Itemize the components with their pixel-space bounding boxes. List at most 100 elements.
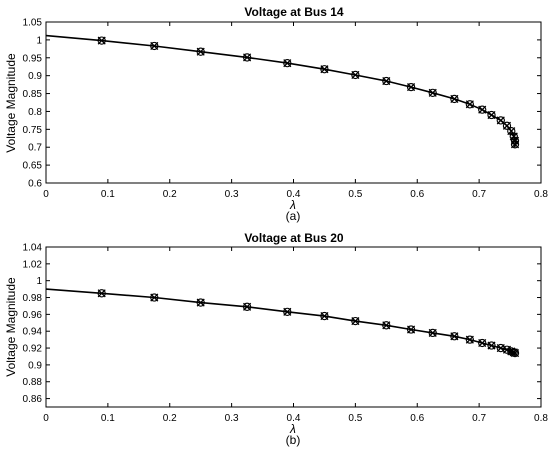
circle-marker <box>242 302 252 311</box>
x-marker <box>407 83 416 92</box>
x-marker <box>450 94 459 103</box>
circle-marker <box>465 100 474 109</box>
circle-marker <box>487 110 496 120</box>
x-axis: 0 0.1 0.2 0.3 0.4 0.5 0.6 0.7 0.8 <box>43 247 548 424</box>
y-tick-label: 1.05 <box>23 18 43 29</box>
circle-marker <box>502 121 512 130</box>
x-marker <box>487 341 496 350</box>
x-marker <box>351 70 360 80</box>
x-marker <box>150 41 159 51</box>
x-tick-label: 0.5 <box>348 413 362 424</box>
series-line <box>45 288 517 355</box>
circle-marker <box>465 335 474 344</box>
circle-marker <box>351 316 360 326</box>
x-marker <box>97 289 106 298</box>
y-axis-label: Voltage Magnitude <box>4 53 18 153</box>
x-marker <box>478 338 487 348</box>
y-tick-label: 0.88 <box>23 377 43 388</box>
circle-marker <box>97 289 106 298</box>
x-axis: 0 0.1 0.2 0.3 0.4 0.5 0.6 0.7 0.8 <box>43 22 548 200</box>
x-axis-label: λ <box>289 198 296 212</box>
x-tick-label: 0.4 <box>287 413 301 424</box>
panel-caption: (b) <box>286 433 301 447</box>
x-marker <box>407 325 416 334</box>
x-marker <box>428 328 437 337</box>
y-tick-label: 1 <box>36 35 42 46</box>
y-axis: 0.86 0.88 0.9 0.92 0.94 0.96 0.98 1 1.02 1.04 <box>23 243 541 405</box>
circle-marker <box>150 293 159 302</box>
x-marker <box>502 345 512 354</box>
y-tick-label: 0.9 <box>28 360 42 371</box>
x-marker <box>478 105 487 114</box>
y-tick-label: 1.02 <box>23 259 43 270</box>
x-marker <box>97 36 106 45</box>
circle-marker <box>320 65 329 74</box>
x-tick-label: 0.7 <box>472 189 486 200</box>
circle-marker <box>406 82 416 92</box>
x-marker <box>382 76 391 86</box>
circle-marker <box>428 88 437 97</box>
x-tick-label: 0.1 <box>101 413 115 424</box>
x-marker <box>196 47 205 56</box>
x-marker <box>465 335 474 344</box>
x-axis-label: λ <box>289 422 296 436</box>
x-marker <box>382 321 391 330</box>
circle-marker <box>450 332 459 341</box>
y-tick-label: 0.7 <box>28 143 42 154</box>
y-tick-label: 0.75 <box>23 125 43 136</box>
y-tick-label: 0.96 <box>23 310 43 321</box>
circle-marker <box>196 47 205 56</box>
y-tick-label: 0.8 <box>28 107 42 118</box>
x-marker <box>320 65 329 74</box>
y-tick-label: 0.95 <box>23 53 43 64</box>
circle-marker <box>382 321 391 330</box>
x-marker <box>510 136 520 145</box>
x-marker <box>428 88 437 97</box>
x-marker <box>450 332 459 341</box>
plot-marks <box>45 288 520 358</box>
x-tick-label: 0 <box>43 413 49 424</box>
x-marker <box>507 127 516 136</box>
plot-area-frame <box>45 246 542 408</box>
chart-panel-a: Voltage at Bus 14 0 0.1 0.2 0.3 0.4 0.5 0.6 0.7… <box>4 5 548 223</box>
x-marker <box>351 317 360 326</box>
y-tick-label: 0.98 <box>23 293 43 304</box>
x-tick-label: 0.5 <box>348 189 362 200</box>
x-marker <box>502 121 512 130</box>
y-tick-label: 1.04 <box>23 243 43 254</box>
circle-marker <box>283 58 292 68</box>
circle-marker <box>320 311 329 321</box>
circle-marker <box>450 94 459 104</box>
y-axis-label: Voltage Magnitude <box>4 277 18 377</box>
x-marker <box>196 298 205 307</box>
chart-title: Voltage at Bus 20 <box>244 231 343 245</box>
x-marker <box>243 53 252 62</box>
x-marker <box>487 110 496 120</box>
circle-marker <box>150 41 159 51</box>
x-tick-label: 0.2 <box>163 189 177 200</box>
x-tick-label: 0.6 <box>410 413 424 424</box>
x-marker <box>320 311 329 321</box>
series-line <box>45 34 517 148</box>
y-tick-label: 0.94 <box>23 327 43 338</box>
x-marker <box>243 302 252 311</box>
panel-caption: (a) <box>286 209 301 223</box>
x-tick-label: 0.3 <box>225 413 239 424</box>
chart-title: Voltage at Bus 14 <box>244 5 343 19</box>
y-tick-label: 0.65 <box>23 161 43 172</box>
x-marker <box>283 59 292 68</box>
x-tick-label: 0 <box>43 189 49 200</box>
circle-marker <box>97 36 106 45</box>
x-tick-label: 0.8 <box>534 189 548 200</box>
circle-marker <box>196 298 205 307</box>
circle-marker <box>478 338 487 348</box>
circle-marker <box>510 348 520 358</box>
circle-marker <box>351 70 360 80</box>
y-tick-label: 0.86 <box>23 394 43 405</box>
circle-marker <box>496 116 505 125</box>
y-tick-label: 0.9 <box>28 71 42 82</box>
plot-marks <box>45 34 520 149</box>
circle-marker <box>406 325 416 334</box>
circle-marker <box>478 105 487 114</box>
x-tick-label: 0.7 <box>472 413 486 424</box>
